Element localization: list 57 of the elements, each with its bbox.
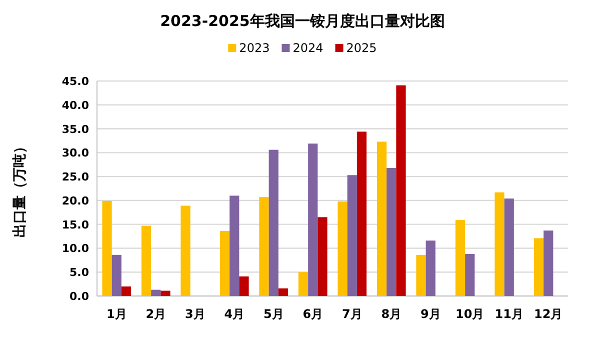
bar xyxy=(102,200,112,296)
bar xyxy=(230,196,240,296)
y-tick-label: 10.0 xyxy=(62,242,90,256)
bar xyxy=(151,290,161,296)
bar xyxy=(494,192,504,296)
x-tick-label: 7月 xyxy=(342,307,362,321)
bar xyxy=(544,230,554,296)
x-tick-label: 10月 xyxy=(456,307,484,321)
bar xyxy=(416,254,426,296)
bar xyxy=(356,132,367,296)
y-tick-label: 15.0 xyxy=(62,218,90,232)
bar xyxy=(298,272,308,296)
y-tick-label: 45.0 xyxy=(62,75,90,88)
legend-label: 2024 xyxy=(292,41,324,55)
x-tick-label: 5月 xyxy=(263,307,284,321)
bar xyxy=(396,85,406,296)
bar xyxy=(347,175,357,296)
legend-label: 2023 xyxy=(239,41,270,55)
y-tick-label: 40.0 xyxy=(62,98,90,112)
y-tick-label: 5.0 xyxy=(70,266,90,280)
bar xyxy=(220,231,230,296)
x-tick-label: 12月 xyxy=(534,307,563,321)
y-tick-label: 20.0 xyxy=(62,194,90,208)
y-axis-title: 出口量（万吨） xyxy=(12,140,28,238)
bar xyxy=(318,217,328,296)
y-tick-label: 25.0 xyxy=(62,170,90,184)
bar xyxy=(141,226,152,296)
bar xyxy=(180,206,190,296)
bar xyxy=(112,254,122,296)
x-tick-label: 4月 xyxy=(224,307,245,321)
legend-label: 2025 xyxy=(346,41,377,55)
y-tick-label: 30.0 xyxy=(62,146,90,160)
y-tick-label: 0.0 xyxy=(70,290,90,303)
bar xyxy=(308,144,318,296)
y-tick-label: 35.0 xyxy=(62,122,90,136)
x-tick-label: 8月 xyxy=(381,307,402,321)
bar xyxy=(121,286,132,296)
bar xyxy=(278,288,288,296)
bar xyxy=(376,142,387,296)
bar xyxy=(386,168,396,296)
x-tick-label: 11月 xyxy=(494,307,524,321)
chart-title: 2023-2025年我国一铵月度出口量对比图 xyxy=(160,12,445,30)
bar xyxy=(259,197,269,296)
bar xyxy=(160,290,170,296)
x-tick-label: 6月 xyxy=(302,307,324,321)
bar xyxy=(426,240,436,296)
bar xyxy=(239,276,249,296)
x-tick-label: 2月 xyxy=(146,307,166,321)
bar xyxy=(455,220,466,296)
bar xyxy=(534,238,544,296)
x-tick-label: 3月 xyxy=(184,307,206,321)
x-tick-label: 9月 xyxy=(420,307,441,321)
bar xyxy=(268,150,278,296)
bar xyxy=(338,201,348,296)
x-tick-label: 1月 xyxy=(106,307,127,321)
bar xyxy=(465,254,475,296)
bar xyxy=(504,198,514,296)
